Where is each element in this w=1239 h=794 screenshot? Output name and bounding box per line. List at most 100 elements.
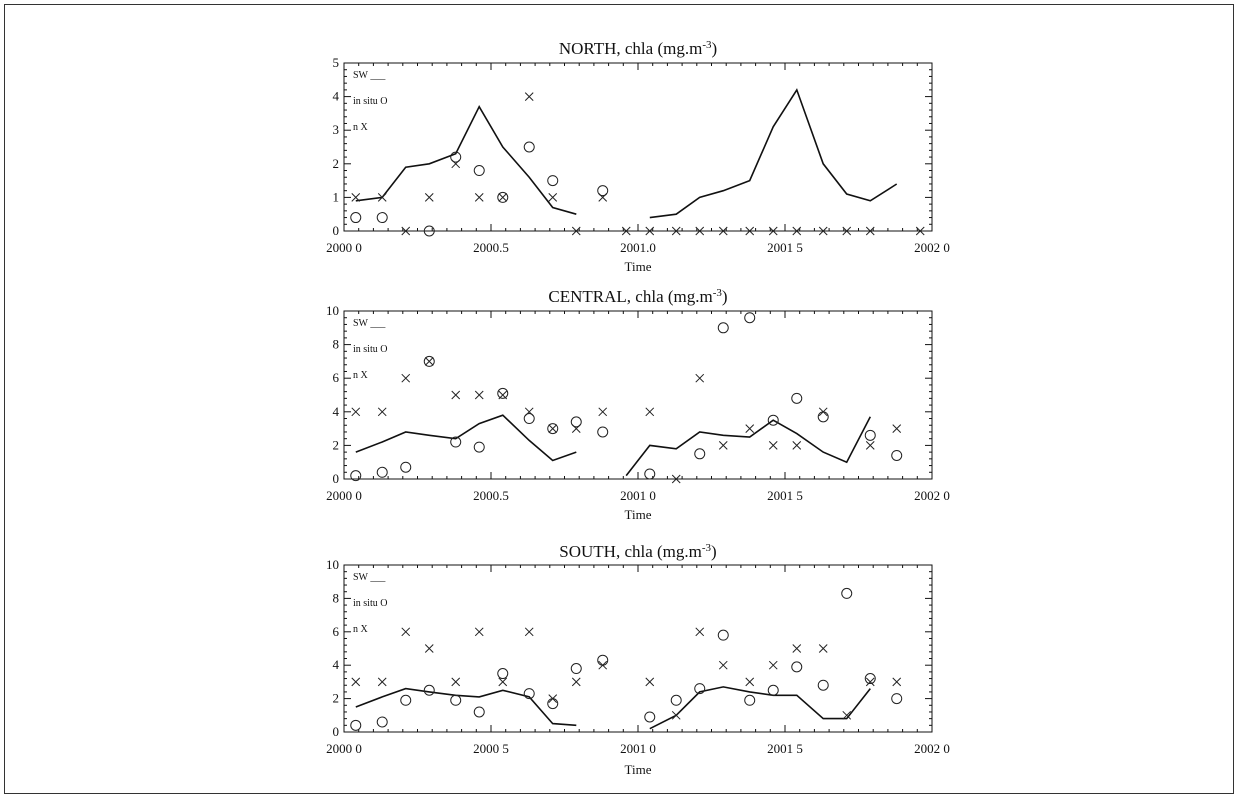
in-situ-point bbox=[450, 436, 462, 448]
in-situ-point bbox=[497, 668, 509, 680]
in-situ-point bbox=[523, 413, 535, 425]
n-count-point bbox=[892, 424, 902, 433]
legend-entry: in situ O bbox=[353, 344, 387, 355]
n-count-point bbox=[645, 226, 655, 236]
in-situ-point bbox=[473, 706, 485, 718]
y-tick-label: 4 bbox=[333, 89, 340, 104]
n-count-point bbox=[524, 92, 534, 101]
y-tick-label: 10 bbox=[326, 557, 339, 572]
legend-entry: in situ O bbox=[353, 598, 387, 609]
x-tick-label: 2001.0 bbox=[620, 240, 656, 255]
n-count-point bbox=[768, 226, 778, 236]
n-count-point bbox=[498, 193, 508, 202]
in-situ-point bbox=[791, 392, 803, 404]
y-tick-label: 6 bbox=[333, 370, 340, 385]
y-tick-label: 3 bbox=[333, 122, 340, 137]
n-count-point bbox=[792, 226, 802, 236]
y-tick-label: 8 bbox=[333, 337, 340, 352]
in-situ-point bbox=[376, 466, 388, 478]
n-count-point bbox=[571, 226, 581, 236]
n-count-point bbox=[671, 710, 681, 720]
n-count-point bbox=[915, 226, 925, 236]
n-count-point bbox=[695, 373, 705, 383]
legend-entry: SW ___ bbox=[353, 318, 386, 329]
x-tick-label: 2000 0 bbox=[326, 488, 362, 503]
n-count-point bbox=[695, 226, 705, 236]
in-situ-point bbox=[864, 673, 876, 685]
n-count-point bbox=[865, 677, 875, 687]
in-situ-point bbox=[497, 387, 509, 399]
chart-title: NORTH, chla (mg.m-3) bbox=[559, 39, 717, 58]
n-count-point bbox=[745, 424, 755, 433]
n-count-point bbox=[598, 193, 608, 202]
n-count-point bbox=[598, 660, 608, 670]
n-count-point bbox=[865, 226, 875, 236]
in-situ-point bbox=[450, 151, 462, 163]
n-count-point bbox=[842, 710, 852, 720]
in-situ-point bbox=[523, 141, 535, 153]
n-count-point bbox=[671, 226, 681, 236]
in-situ-point bbox=[891, 449, 903, 461]
n-count-point bbox=[474, 627, 484, 637]
n-count-point bbox=[377, 677, 387, 687]
in-situ-point bbox=[717, 629, 729, 641]
in-situ-point bbox=[644, 468, 656, 480]
in-situ-point bbox=[376, 716, 388, 728]
n-count-point bbox=[524, 407, 534, 417]
sw-line-segment-0 bbox=[355, 414, 577, 462]
n-count-point bbox=[548, 193, 558, 202]
n-count-point bbox=[351, 407, 361, 417]
n-count-point bbox=[351, 193, 361, 202]
chart-title: CENTRAL, chla (mg.m-3) bbox=[548, 287, 727, 306]
in-situ-point bbox=[350, 719, 362, 731]
x-tick-label: 2001 0 bbox=[620, 488, 656, 503]
n-count-point bbox=[548, 694, 558, 703]
in-situ-point bbox=[376, 212, 388, 224]
in-situ-point bbox=[767, 684, 779, 696]
sw-line-segment-1 bbox=[649, 88, 898, 219]
in-situ-point bbox=[497, 191, 509, 203]
n-count-point bbox=[451, 390, 461, 400]
x-axis-label: Time bbox=[625, 259, 652, 274]
chart-panel-0: NORTH, chla (mg.m-3)2000 0 2000.5 2001.0 20… bbox=[326, 39, 950, 274]
n-count-point bbox=[498, 677, 508, 687]
in-situ-point bbox=[350, 470, 362, 482]
legend-entry: in situ O bbox=[353, 96, 387, 107]
n-count-point bbox=[424, 644, 434, 653]
y-tick-label: 2 bbox=[333, 156, 340, 171]
chart-panel-2: SOUTH, chla (mg.m-3)2000 0 2000 5 2001 0 20… bbox=[326, 542, 950, 777]
y-tick-label: 0 bbox=[333, 724, 340, 739]
n-count-point bbox=[401, 226, 411, 236]
y-tick-label: 0 bbox=[333, 471, 340, 486]
x-tick-label: 2001 5 bbox=[767, 240, 803, 255]
n-count-point bbox=[745, 226, 755, 236]
n-count-point bbox=[424, 357, 434, 366]
n-count-point bbox=[401, 627, 411, 637]
in-situ-point bbox=[450, 694, 462, 706]
in-situ-point bbox=[570, 416, 582, 428]
in-situ-point bbox=[817, 679, 829, 691]
in-situ-point bbox=[694, 448, 706, 460]
n-count-point bbox=[351, 677, 361, 687]
x-tick-label: 2000.5 bbox=[473, 488, 509, 503]
in-situ-point bbox=[891, 693, 903, 705]
in-situ-point bbox=[423, 225, 435, 237]
in-situ-point bbox=[423, 355, 435, 367]
in-situ-point bbox=[523, 688, 535, 700]
n-count-point bbox=[768, 441, 778, 450]
y-tick-label: 8 bbox=[333, 590, 340, 605]
y-tick-label: 10 bbox=[326, 303, 339, 318]
chart-panel-1: CENTRAL, chla (mg.m-3) 2000 0 2000.5 2001 0… bbox=[326, 287, 950, 522]
x-tick-label: 2000 0 bbox=[326, 741, 362, 756]
in-situ-point bbox=[744, 312, 756, 324]
n-count-point bbox=[645, 407, 655, 417]
n-count-point bbox=[571, 424, 581, 433]
x-tick-label: 2000 5 bbox=[473, 741, 509, 756]
x-axis-label: Time bbox=[625, 507, 652, 522]
in-situ-point bbox=[473, 165, 485, 177]
n-count-point bbox=[671, 474, 681, 484]
y-tick-label: 0 bbox=[333, 223, 340, 238]
n-count-point bbox=[474, 193, 484, 202]
n-count-point bbox=[818, 407, 828, 417]
